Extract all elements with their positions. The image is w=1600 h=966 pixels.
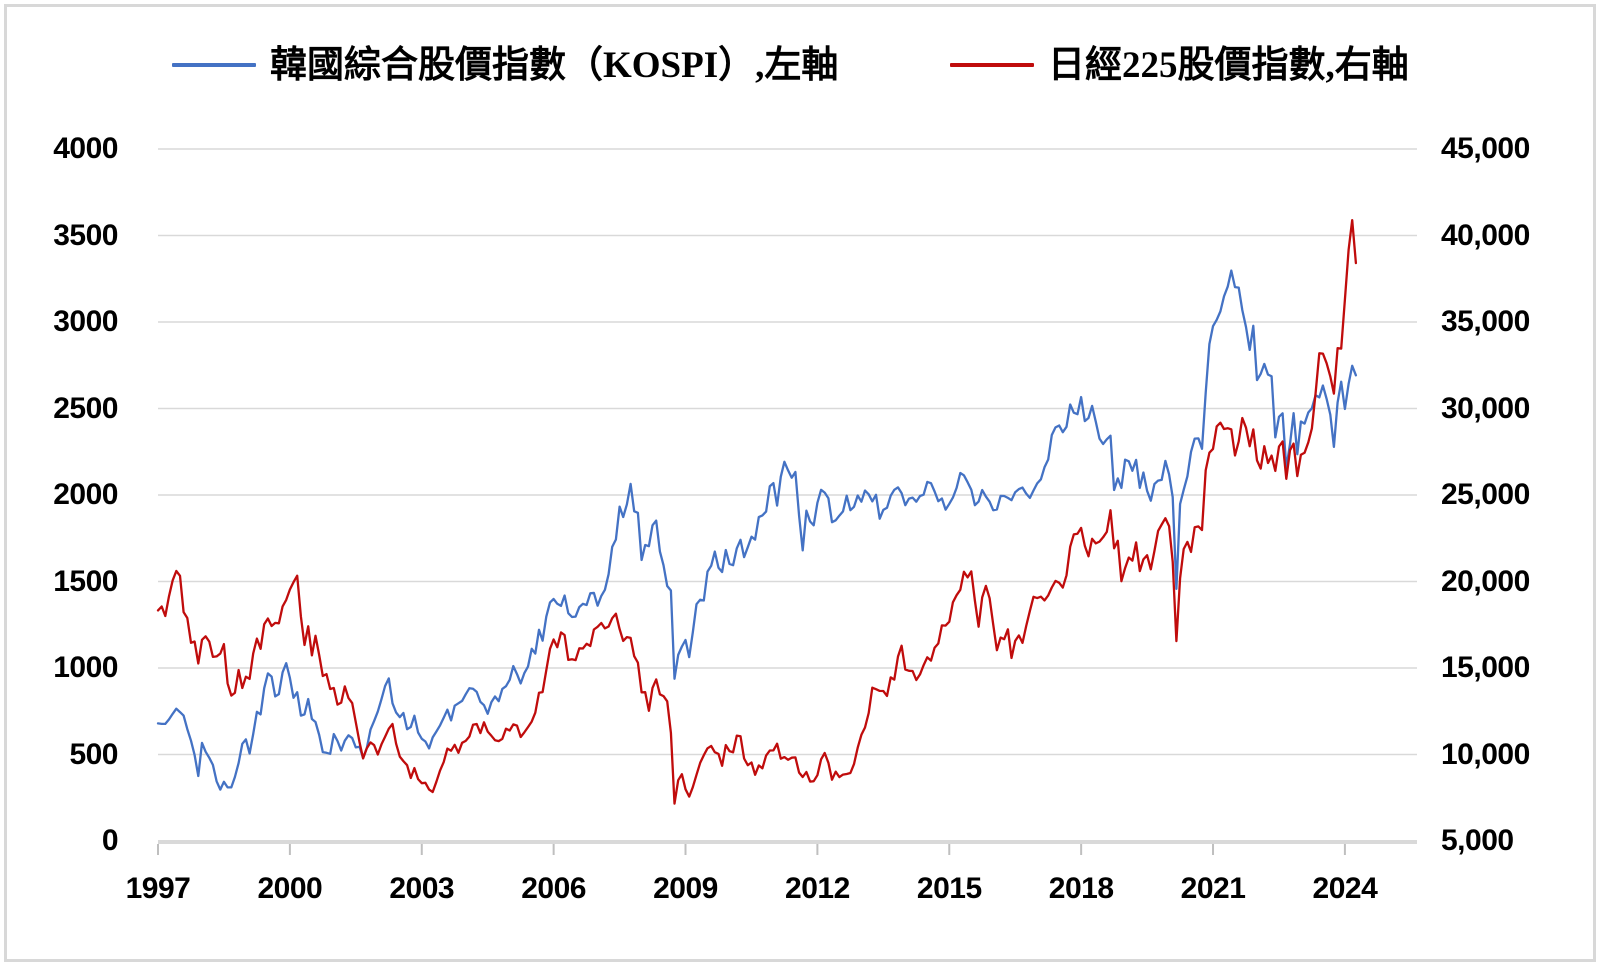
nikkei225-line (156, 218, 1358, 805)
y-axis-right-tick-label: 15,000 (1441, 651, 1530, 684)
x-axis-tick-label: 2015 (916, 872, 982, 905)
y-axis-right-tick-label: 45,000 (1441, 132, 1530, 165)
y-axis-left-tick-label: 2500 (53, 391, 118, 425)
legend-item-kospi: 韓國綜合股價指數（KOSPI）,左軸 (172, 42, 838, 88)
legend-label-kospi: 韓國綜合股價指數（KOSPI）,左軸 (270, 44, 839, 86)
nikkei-line-swatch-icon (950, 63, 1034, 67)
x-axis-tick-label: 2000 (257, 872, 323, 905)
y-axis-right-tick-label: 35,000 (1441, 305, 1530, 338)
x-axis-tick-label: 2018 (1048, 872, 1114, 905)
x-axis-tick-label: 2009 (653, 872, 718, 905)
x-axis-tick-label: 2012 (785, 872, 850, 905)
y-axis-right-tick-label: 30,000 (1441, 391, 1530, 425)
x-axis-line (157, 840, 1417, 855)
y-axis-left-tick-label: 2000 (53, 478, 118, 511)
y-axis-right-tick-label: 10,000 (1441, 737, 1530, 771)
kospi-line (156, 269, 1358, 791)
y-axis-left-tick-label: 1500 (53, 564, 118, 598)
gridlines (158, 148, 1417, 756)
x-axis-tick-label: 2021 (1180, 872, 1246, 905)
y-axis-right-tick-label: 25,000 (1441, 478, 1530, 511)
x-axis-tick-label: 2003 (389, 872, 455, 905)
y-axis-right-tick-label: 40,000 (1441, 218, 1530, 252)
y-axis-left-tick-label: 500 (69, 737, 118, 771)
y-axis-right-tick-label: 5,000 (1441, 824, 1514, 857)
x-axis-tick-label: 1997 (125, 872, 191, 905)
y-axis-right-tick-label: 20,000 (1441, 564, 1530, 598)
data-series (156, 218, 1358, 805)
x-axis-tick-label: 2006 (521, 872, 586, 905)
y-axis-left-tick-label: 1000 (53, 651, 118, 684)
y-axis-left-tick-label: 4000 (53, 132, 118, 165)
legend-item-nikkei225: 日經225股價指數,右軸 (950, 42, 1409, 88)
y-axis-left-tick-label: 3500 (53, 218, 118, 252)
x-axis-tick-label: 2024 (1312, 872, 1378, 905)
y-axis-left-tick-label: 3000 (53, 305, 118, 338)
legend-label-nikkei225: 日經225股價指數,右軸 (1048, 44, 1409, 86)
kospi-line-swatch-icon (172, 63, 256, 67)
y-axis-left-tick-label: 0 (101, 824, 119, 857)
